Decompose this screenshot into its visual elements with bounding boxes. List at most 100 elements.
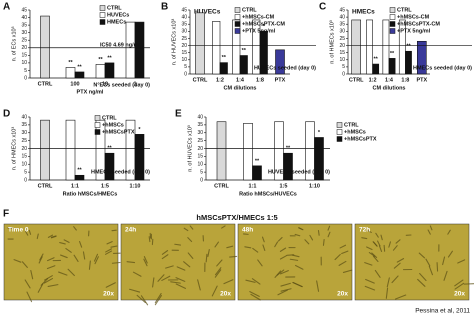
x-tick-label: CTRL — [38, 81, 53, 87]
cell-texture — [82, 251, 86, 260]
cell-texture — [161, 250, 169, 255]
cell-texture — [338, 260, 347, 266]
legend-swatch — [389, 7, 396, 13]
y-tick-label: 5 — [24, 68, 27, 74]
cell-texture — [322, 239, 325, 246]
x-tick-label: 1:2 — [216, 77, 224, 83]
cell-texture — [454, 279, 464, 287]
significance: * — [263, 24, 266, 30]
bar — [134, 21, 145, 79]
significance: ** — [406, 44, 411, 50]
cell-texture — [59, 242, 66, 245]
cell-texture — [154, 293, 162, 304]
cell-texture — [24, 279, 31, 289]
x-tick-label: PTX — [416, 77, 427, 83]
cell-texture — [161, 254, 169, 260]
credit: Pessina et al, 2011 — [415, 308, 470, 315]
bar — [283, 152, 293, 181]
significance: ** — [374, 56, 379, 62]
cell-texture — [244, 246, 252, 249]
significance: ** — [242, 48, 247, 54]
significance: * — [138, 127, 141, 133]
bar — [314, 137, 324, 181]
x-tick-label: 1:4 — [236, 77, 245, 83]
cell-texture — [47, 257, 55, 262]
cell-texture — [245, 279, 256, 283]
panel-label: B — [161, 2, 168, 13]
cell-texture — [60, 254, 68, 259]
cell-texture — [148, 236, 151, 243]
x-tick-label: 100 — [70, 81, 79, 87]
y-tick-label: 15 — [197, 154, 203, 160]
y-tick-label: 0 — [24, 75, 27, 81]
bar — [216, 121, 227, 181]
panel-label: E — [175, 109, 182, 120]
y-tick-label: 35 — [181, 22, 187, 28]
bar — [232, 19, 241, 75]
chart-title: HMECs — [352, 9, 375, 16]
cell-texture — [250, 293, 261, 301]
x-tick-label: 1:10 — [129, 183, 140, 189]
cell-texture — [309, 234, 314, 241]
cell-texture — [393, 262, 401, 269]
cell-texture — [65, 248, 72, 253]
y-tick-label: 20 — [181, 43, 187, 49]
legend-label: +hMSCsPTX-CM — [242, 21, 285, 27]
cell-texture — [38, 256, 43, 264]
cell-texture — [88, 260, 91, 270]
cell-texture — [316, 280, 320, 292]
bar — [275, 49, 285, 75]
cell-texture — [261, 236, 265, 243]
y-tick-label: 45 — [339, 7, 345, 13]
cell-texture — [143, 258, 148, 267]
cell-texture — [262, 244, 266, 251]
y-tick-label: 25 — [181, 36, 187, 42]
y-tick-label: 10 — [21, 60, 27, 66]
cell-texture — [388, 241, 391, 248]
cell-texture — [154, 294, 162, 306]
legend-swatch — [234, 14, 241, 20]
cell-texture — [132, 271, 142, 277]
y-tick-label: 30 — [21, 30, 27, 36]
y-tick-label: 40 — [197, 114, 203, 120]
cell-texture — [183, 261, 191, 268]
y-tick-label: 0 — [184, 71, 187, 77]
cell-texture — [136, 294, 146, 304]
image-label: 24h — [125, 227, 136, 234]
cell-texture — [58, 271, 68, 276]
cell-texture — [371, 252, 378, 259]
legend-label: CTRL — [397, 7, 412, 13]
bar — [104, 62, 115, 79]
cell-texture — [327, 225, 331, 231]
bar — [125, 21, 136, 79]
cell-texture — [373, 241, 378, 247]
cell-texture — [37, 283, 44, 293]
cell-texture — [418, 252, 426, 259]
cell-texture — [176, 266, 186, 271]
y-tick-label: 5 — [184, 64, 187, 70]
y-tick-label: 40 — [339, 14, 345, 20]
cell-texture — [223, 279, 234, 285]
cell-texture — [454, 282, 465, 290]
cell-texture — [67, 268, 75, 277]
y-tick-label: 20 — [339, 43, 345, 49]
y-axis-label: n. of HUVECs x10³ — [187, 125, 193, 172]
cell-texture — [342, 269, 353, 273]
y-tick-label: 45 — [21, 7, 27, 13]
y-axis-label: n. of HMECs x10³ — [11, 127, 17, 171]
cell-texture — [427, 229, 431, 235]
y-tick-label: 20 — [197, 146, 203, 152]
cell-texture — [207, 249, 210, 257]
y-tick-label: 30 — [339, 29, 345, 35]
legend-swatch — [99, 12, 106, 18]
x-tick-label: 1:5 — [101, 183, 109, 189]
y-tick-label: 25 — [197, 138, 203, 144]
cell-texture — [428, 265, 433, 276]
annotation: HMECs seeded (day 0) — [413, 65, 472, 71]
x-tick-label: PTX — [275, 77, 286, 83]
legend-label: +hMSCs-CM — [397, 14, 430, 20]
x-axis-label: Ratio hMSCs/HMECs — [63, 191, 118, 197]
legend-swatch — [389, 21, 396, 27]
y-tick-label: 15 — [21, 53, 27, 59]
cell-texture — [13, 259, 22, 263]
